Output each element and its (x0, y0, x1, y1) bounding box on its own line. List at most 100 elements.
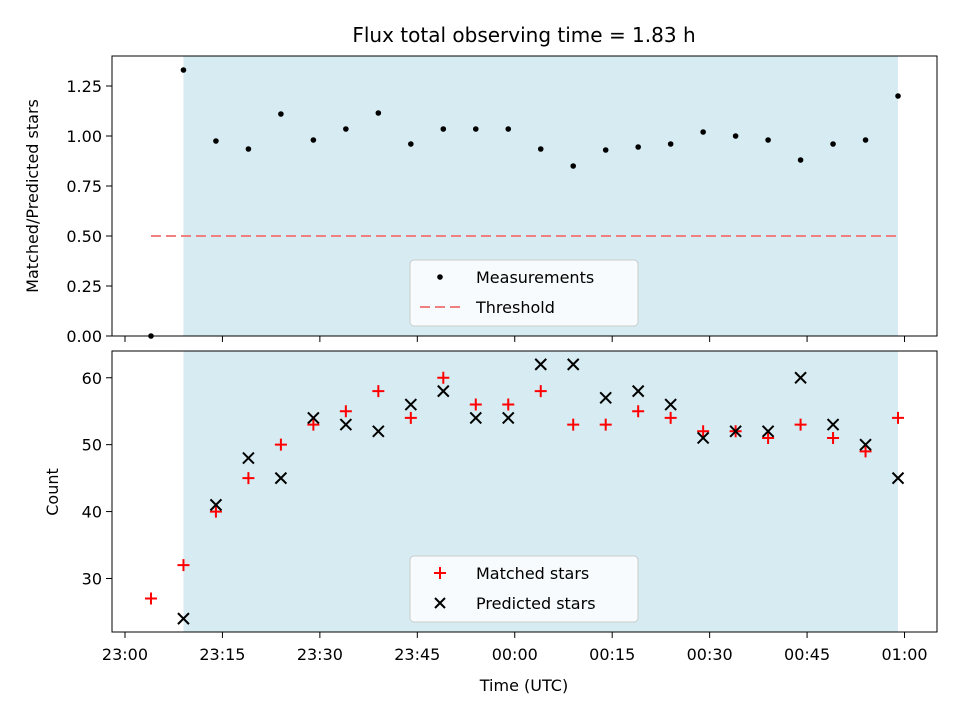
predicted-star-point (859, 438, 872, 451)
predicted-star-point (209, 498, 223, 512)
x-tick-label: 00:30 (687, 645, 733, 664)
count-y-ticks: 30 40 50 60 (82, 369, 112, 588)
measurement-point (245, 146, 252, 152)
predicted-star-point (274, 471, 288, 485)
matched-star-point (144, 592, 157, 605)
ratio-y-ticks: 0.00 0.25 0.50 0.75 1.00 1.25 (66, 77, 112, 346)
x-tick-label: 00:15 (589, 645, 635, 664)
measurement-point (602, 147, 609, 153)
measurement-point (797, 157, 804, 163)
predicted-star-point (794, 371, 807, 384)
measurement-point (895, 93, 901, 99)
matched-star-point (599, 418, 612, 431)
predicted-star-point (567, 358, 580, 371)
x-tick-label: 01:00 (881, 645, 927, 664)
matched-star-point (697, 425, 710, 438)
predicted-star-point (372, 425, 385, 438)
predicted-star-point (242, 451, 255, 465)
ratio-panel-frame (111, 55, 938, 337)
y-tick-label: 0.00 (66, 327, 102, 346)
x-tick-label: 23:15 (199, 645, 245, 664)
matched-star-point (632, 405, 645, 418)
measurement-point (180, 67, 187, 73)
predicted-star-point (761, 425, 775, 438)
measurement-point (440, 126, 447, 132)
measurement-point (830, 141, 836, 147)
ratio-y-axis-label: Matched/Predicted stars (23, 99, 42, 293)
predicted-star-point (469, 411, 482, 425)
predicted-star-point (339, 418, 353, 431)
legend-threshold-label: Threshold (475, 298, 555, 317)
predicted-star-point (729, 425, 742, 438)
matched-star-point (242, 472, 255, 485)
measurement-point (213, 138, 219, 144)
matched-star-point (859, 445, 872, 458)
count-panel: 30 40 50 60 23:00 23:15 23:30 23:45 00:00 00:15 0… (43, 350, 938, 695)
count-y-axis-label: Count (43, 468, 62, 516)
predicted-star-point (404, 398, 418, 411)
matched-star-point (209, 505, 222, 518)
x-tick-label: 00:45 (784, 645, 830, 664)
predicted-star-point (437, 384, 450, 398)
ratio-x-ticks (124, 336, 906, 342)
matched-star-point (404, 411, 417, 424)
measurement-point (862, 137, 869, 143)
matched-star-point (372, 385, 385, 398)
measurement-point (310, 137, 317, 143)
matched-star-point (502, 398, 515, 411)
predicted-star-point (891, 471, 905, 485)
y-tick-label: 1.00 (66, 127, 102, 146)
matched-star-point (437, 371, 450, 384)
y-tick-label: 0.75 (66, 177, 102, 196)
legend-matched-stars-label: Matched stars (476, 564, 589, 583)
predicted-star-point (599, 391, 612, 405)
ratio-legend[interactable]: Measurements Threshold (409, 259, 639, 327)
measurement-point (472, 126, 479, 132)
matched-star-point (339, 405, 352, 418)
x-axis-label: Time (UTC) (479, 676, 568, 695)
predicted-star-point (826, 418, 840, 431)
y-tick-label: 30 (82, 569, 102, 588)
predicted-star-point (664, 398, 677, 411)
measurement-point (570, 163, 577, 169)
count-x-ticks: 23:00 23:15 23:30 23:45 00:00 00:15 00:30 00:45… (102, 632, 928, 664)
x-tick-label: 23:00 (102, 645, 148, 664)
count-points (144, 358, 905, 625)
y-tick-label: 40 (82, 503, 102, 522)
predicted-star-point (502, 411, 515, 425)
matched-star-point (892, 411, 905, 424)
y-tick-label: 50 (82, 436, 102, 455)
matched-star-point (534, 385, 547, 398)
x-tick-label: 23:30 (297, 645, 343, 664)
x-tick-label: 00:00 (492, 645, 538, 664)
ratio-legend-box (409, 259, 639, 327)
legend-measurements-dot-icon (437, 274, 443, 280)
chart-title: Flux total observing time = 1.83 h (352, 23, 695, 47)
y-tick-label: 1.25 (66, 77, 102, 96)
matched-star-point (827, 431, 840, 444)
measurement-point (537, 146, 544, 152)
count-legend[interactable]: Matched stars Predicted stars (409, 555, 639, 623)
count-panel-frame (111, 350, 938, 633)
matched-star-point (469, 398, 482, 411)
measurement-point (375, 110, 382, 116)
measurement-point (765, 137, 771, 143)
legend-plus-marker-icon (434, 567, 446, 579)
predicted-star-point (177, 612, 190, 625)
predicted-star-point (307, 411, 320, 425)
matched-star-point (307, 418, 320, 431)
matched-star-point (567, 418, 580, 431)
y-tick-label: 0.50 (66, 227, 102, 246)
predicted-star-point (631, 384, 645, 398)
predicted-star-point (696, 431, 710, 445)
measurement-point (667, 141, 674, 147)
matched-star-point (177, 559, 190, 572)
measurement-point (635, 144, 641, 150)
measurement-points (148, 67, 901, 339)
matched-star-point (664, 411, 677, 424)
measurement-point (732, 133, 739, 139)
matched-star-point (794, 418, 807, 431)
legend-measurements-label: Measurements (476, 268, 594, 287)
y-tick-label: 0.25 (66, 277, 102, 296)
